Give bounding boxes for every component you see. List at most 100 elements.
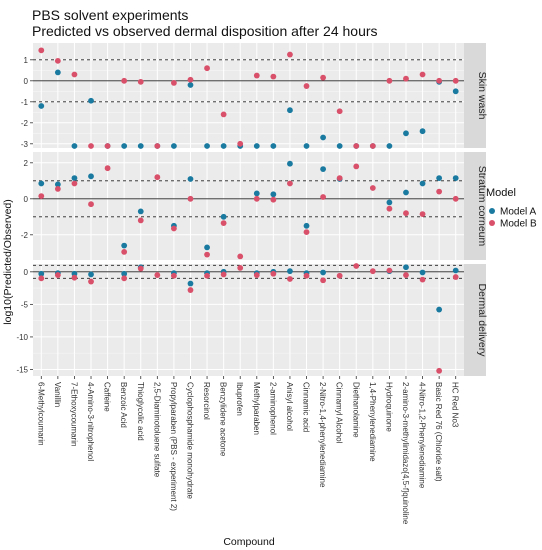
point-model-b [88,143,94,149]
point-model-b [336,108,343,115]
point-model-b [38,275,45,282]
facet-strip [464,264,486,376]
x-tick-label: Resorcinol [202,382,211,420]
point-model-b [71,274,78,281]
point-model-b [253,272,260,278]
point-model-a [88,271,94,278]
x-axis-title: Compound [223,536,275,548]
point-model-a [253,190,260,197]
panel-skin-wash: 1 0 -1 -2 -3 Skin wash [21,43,488,149]
legend-key [489,220,495,226]
x-tick-label: Ibuprofen [235,382,244,416]
point-model-a [38,270,45,277]
point-model-b [121,275,128,282]
point-model-b [270,196,277,203]
point-model-a [436,175,443,182]
point-model-b [452,195,459,202]
point-model-a [419,180,426,187]
y-tick-label: -2 [21,119,29,128]
facet-strip [464,152,486,260]
point-model-a [403,130,409,137]
facet-strip-label: Skin wash [476,72,488,120]
point-model-b [452,77,459,84]
point-model-b [353,163,360,170]
point-model-b [104,143,111,149]
point-model-b [436,77,443,84]
y-tick-label: 0 [24,77,29,86]
point-model-b [419,71,426,78]
point-model-b [287,180,293,187]
panel-stratum-corneum: 2 0 -2 Stratum corneum [21,152,488,260]
x-axis: 6-Methylcoumarin Vanillin 7-Ethoxycoumarin… [36,376,460,525]
legend-title: Model [486,187,516,199]
y-tick-label: 0 [24,195,29,204]
legend-entry-label: Model A [500,207,536,218]
point-model-a [187,176,194,182]
facet-strip [464,43,486,148]
point-model-b [154,272,161,278]
point-model-a [54,181,61,188]
point-model-a [121,270,128,277]
point-model-a [287,268,293,275]
x-tick-label: 6-Methylcoumarin [36,382,45,446]
x-tick-label: Basic Red 76 (Chloride salt) [434,382,443,482]
point-model-a [54,69,61,76]
point-model-b [220,111,227,118]
point-model-a [336,143,343,149]
x-tick-label: 4-Amino-3-nitrophenol [86,382,95,461]
legend-key [489,208,495,214]
point-model-b [270,73,277,80]
point-model-b [253,195,260,202]
point-model-a [121,242,128,249]
point-model-b [237,253,244,260]
point-model-b [204,65,210,72]
point-model-b [369,143,376,149]
point-model-a [320,166,326,173]
point-model-a [187,82,194,88]
x-tick-label: Thioglycolic acid [136,382,145,441]
point-model-b [303,83,310,89]
point-model-a [287,107,293,114]
point-model-b [303,229,310,236]
point-model-b [38,193,45,200]
x-tick-label: Vanillin [53,382,62,407]
point-model-b [187,195,194,202]
point-model-b [137,265,144,272]
point-model-a [121,143,128,149]
point-model-b [171,272,177,279]
point-model-a [204,244,210,251]
point-model-b [104,165,111,172]
y-tick-label: -5 [21,300,29,309]
point-model-a [386,143,393,149]
point-model-b [336,175,343,182]
point-model-b [121,77,128,84]
point-model-b [386,77,393,84]
point-model-b [303,272,310,279]
y-axis-title: log10(Predicted/Observed) [2,199,14,324]
x-tick-label: Cyclophosphamide monohydrate [185,382,194,500]
point-model-b [187,76,194,83]
point-model-b [320,74,326,81]
point-model-b [237,140,244,147]
point-model-a [88,97,94,104]
point-model-a [187,280,194,287]
x-tick-label: 7-Ethoxycoumarin [69,382,78,446]
panels: 1 0 -1 -2 -3 Skin wash 2 0 -2 Stratum corneum 0 -5 -… [16,43,488,376]
x-tick-label: 2-aminophenol [268,382,277,435]
panel-background [33,152,464,260]
point-model-a [137,143,144,149]
point-model-a [303,222,310,229]
point-model-b [436,367,443,374]
point-model-b [419,276,426,283]
point-model-b [403,272,409,278]
point-model-a [320,134,326,141]
point-model-a [403,264,409,271]
point-model-a [220,143,227,149]
point-model-a [38,103,45,109]
point-model-b [204,251,210,258]
y-tick-label: -15 [16,365,28,374]
point-model-a [204,143,210,149]
point-model-b [71,71,78,78]
